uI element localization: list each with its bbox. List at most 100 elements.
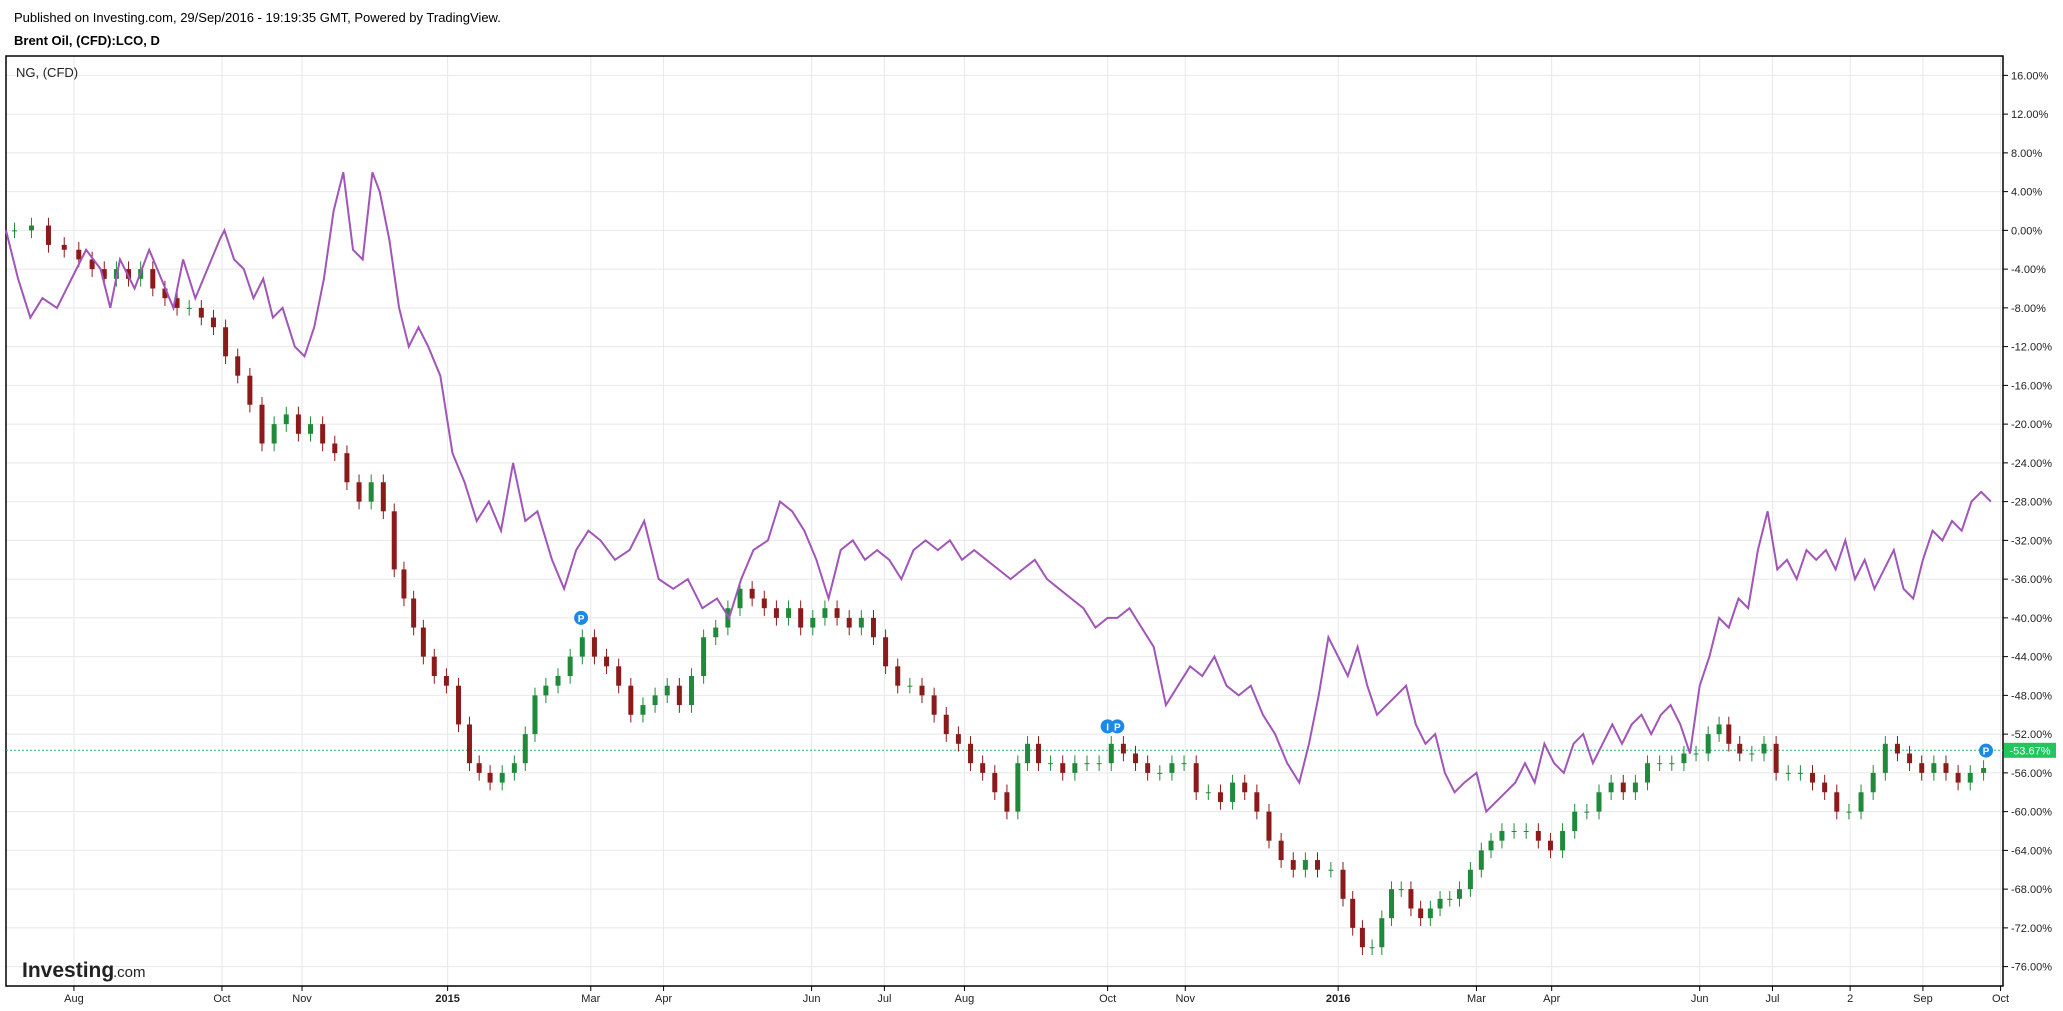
candle-body xyxy=(1834,792,1840,812)
candle-body xyxy=(1120,743,1126,754)
candle xyxy=(1584,803,1590,820)
candle xyxy=(1955,765,1961,791)
symbol-title: Brent Oil, (CFD):LCO, D xyxy=(14,33,160,48)
candle-body xyxy=(487,772,493,783)
candle xyxy=(1217,784,1223,810)
candle-body xyxy=(1967,772,1973,783)
candle-body xyxy=(186,307,192,309)
y-tick-label: -52.00% xyxy=(2011,729,2052,741)
event-marker[interactable]: P xyxy=(574,610,589,625)
candle-body xyxy=(1315,860,1321,870)
candle-body xyxy=(1084,763,1090,765)
candle xyxy=(150,261,156,297)
y-tick-label: -60.00% xyxy=(2011,807,2052,819)
candle-body xyxy=(150,269,156,289)
candle-body xyxy=(1523,831,1529,832)
candle xyxy=(1560,823,1566,859)
candle-body xyxy=(89,259,95,270)
candle-body xyxy=(616,666,622,686)
candle xyxy=(907,677,913,694)
candle-body xyxy=(456,685,462,725)
candle xyxy=(380,474,386,520)
candle-body xyxy=(1456,889,1462,899)
candle xyxy=(1981,760,1987,781)
candle-body xyxy=(579,637,585,657)
candle-body xyxy=(943,714,949,735)
candle-body xyxy=(737,588,743,609)
x-tick-label: Apr xyxy=(1543,993,1560,1005)
candle xyxy=(725,600,731,636)
candle-body xyxy=(1943,763,1949,773)
event-marker[interactable]: P xyxy=(1979,743,1994,758)
logo-text: Investing xyxy=(22,959,114,982)
candle xyxy=(368,474,374,510)
candle xyxy=(61,237,67,258)
y-tick-label: -56.00% xyxy=(2011,768,2052,780)
y-tick-label: -16.00% xyxy=(2011,380,2052,392)
candle xyxy=(943,707,949,742)
candle-body xyxy=(810,617,816,628)
event-marker[interactable]: P xyxy=(1110,719,1125,734)
candle-body xyxy=(223,327,229,357)
candle xyxy=(295,406,301,442)
candle xyxy=(1547,832,1553,859)
y-tick-label: -64.00% xyxy=(2011,845,2052,857)
event-marker-label: P xyxy=(1114,722,1121,733)
candle-body xyxy=(1737,743,1743,754)
candle-body xyxy=(1882,743,1888,773)
candle-body xyxy=(1572,811,1578,831)
candle-body xyxy=(1398,889,1404,891)
candle xyxy=(1133,745,1139,771)
candle xyxy=(401,561,407,607)
candle xyxy=(511,755,517,781)
candle xyxy=(810,610,816,636)
y-tick-label: 16.00% xyxy=(2011,70,2049,82)
candle xyxy=(870,610,876,645)
event-markers[interactable]: PI PP xyxy=(574,610,1994,758)
candle-body xyxy=(664,685,670,696)
y-axis: 16.00% 12.00% 8.00% 4.00% 0.00% -4.00% -8.00% -… xyxy=(2003,70,2052,974)
candle xyxy=(1169,755,1175,781)
y-tick-label: -32.00% xyxy=(2011,535,2052,547)
candle xyxy=(652,687,658,713)
candle-body xyxy=(968,743,974,764)
y-tick-label: -48.00% xyxy=(2011,690,2052,702)
candle-body xyxy=(1870,772,1876,793)
candle xyxy=(1084,755,1090,771)
candle xyxy=(466,716,472,771)
candle xyxy=(247,367,253,413)
candle-body xyxy=(1632,782,1638,793)
candle-body xyxy=(555,676,561,686)
candle-body xyxy=(1478,850,1484,870)
candle xyxy=(676,677,682,713)
candle xyxy=(591,629,597,665)
candle xyxy=(1834,784,1840,820)
candle-body xyxy=(11,230,17,232)
candle xyxy=(320,416,326,452)
candle-body xyxy=(45,225,51,245)
candle-body xyxy=(895,666,901,686)
candle xyxy=(1015,755,1021,820)
candle xyxy=(11,222,17,239)
candle-body xyxy=(1467,869,1473,890)
x-axis: Aug Oct Nov 2015 Mar Apr Jun Jul Aug Oct Nov 2016 Ma… xyxy=(64,986,2009,1005)
candle xyxy=(834,600,840,626)
candle-body xyxy=(1350,898,1356,928)
candle xyxy=(271,416,277,452)
y-tick-label: 4.00% xyxy=(2011,187,2042,199)
candle xyxy=(456,677,462,733)
candle-body xyxy=(283,414,289,425)
y-tick-label: -8.00% xyxy=(2011,303,2046,315)
candle-body xyxy=(1785,772,1791,774)
candle xyxy=(1278,832,1284,868)
x-tick-label: 2015 xyxy=(435,993,459,1005)
candle-body xyxy=(1389,889,1395,919)
candle-body xyxy=(1278,840,1284,861)
candle-body xyxy=(1108,743,1114,764)
event-marker[interactable]: I xyxy=(1100,719,1115,734)
candle-body xyxy=(1340,869,1346,899)
candle xyxy=(487,765,493,791)
candle-body xyxy=(1169,763,1175,773)
candle-body xyxy=(1266,811,1272,841)
